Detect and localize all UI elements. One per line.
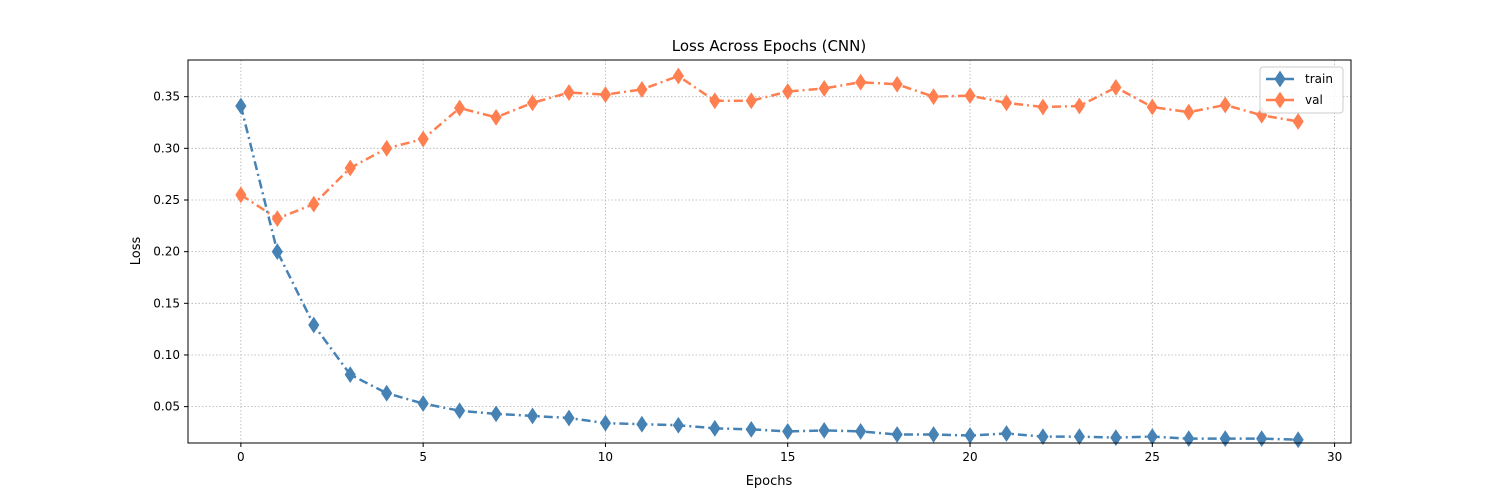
data-point-train bbox=[271, 243, 283, 261]
data-point-val bbox=[271, 210, 283, 227]
data-point-val bbox=[1183, 103, 1195, 121]
data-point-train bbox=[417, 395, 429, 412]
data-point-train bbox=[490, 405, 502, 423]
y-tick-label: 0.15 bbox=[153, 296, 180, 310]
data-point-val bbox=[1292, 113, 1304, 130]
x-tick-label: 15 bbox=[780, 450, 795, 464]
data-point-train bbox=[891, 426, 903, 443]
x-tick-label: 20 bbox=[962, 450, 977, 464]
data-point-val bbox=[1000, 94, 1013, 112]
data-point-train bbox=[927, 426, 940, 443]
x-tick-label: 10 bbox=[598, 450, 613, 464]
x-tick-label: 0 bbox=[237, 450, 245, 464]
y-axis-label: Loss bbox=[129, 237, 144, 266]
legend-item-val: val bbox=[1266, 91, 1323, 109]
series-train bbox=[235, 97, 1304, 449]
data-point-train bbox=[1037, 428, 1049, 445]
data-point-val bbox=[526, 94, 539, 112]
data-point-val bbox=[381, 139, 393, 157]
y-tick-label: 0.10 bbox=[153, 348, 180, 362]
legend-item-train: train bbox=[1266, 70, 1333, 88]
x-tick-label: 25 bbox=[1145, 450, 1160, 464]
data-point-train bbox=[599, 414, 612, 432]
data-point-train bbox=[1219, 430, 1231, 448]
y-tick-label: 0.25 bbox=[153, 193, 180, 207]
data-point-train bbox=[1000, 425, 1013, 442]
data-point-val bbox=[1037, 98, 1049, 116]
data-point-train bbox=[454, 402, 466, 420]
series-line-train bbox=[239, 105, 1299, 441]
data-point-val bbox=[855, 73, 867, 91]
legend-label: train bbox=[1305, 72, 1333, 86]
y-tick-label: 0.20 bbox=[153, 245, 180, 259]
x-axis-label: Epochs bbox=[746, 474, 793, 489]
y-tick-label: 0.05 bbox=[153, 400, 180, 414]
data-point-train bbox=[563, 409, 575, 427]
data-point-train bbox=[855, 423, 867, 440]
data-point-val bbox=[563, 84, 575, 101]
data-point-val bbox=[1146, 98, 1158, 116]
legend: train val bbox=[1259, 66, 1344, 114]
data-point-val bbox=[745, 92, 757, 110]
data-point-train bbox=[235, 97, 247, 115]
x-tick-label: 30 bbox=[1327, 450, 1342, 464]
data-point-val bbox=[782, 83, 794, 100]
data-point-train bbox=[344, 366, 356, 384]
axis-ticks: 0 5 10 15 20 25 30 0.05 0.10 0.15 0.20 0.25 0.30 0.35 bbox=[153, 90, 1342, 464]
data-point-val bbox=[417, 130, 429, 148]
legend-marker bbox=[1274, 91, 1286, 109]
data-point-val bbox=[927, 88, 940, 106]
data-point-val bbox=[672, 67, 684, 85]
data-point-train bbox=[782, 423, 794, 440]
data-point-val bbox=[891, 75, 903, 93]
data-point-train bbox=[709, 419, 721, 437]
data-point-val bbox=[344, 159, 356, 177]
data-point-val bbox=[490, 108, 502, 126]
data-point-val bbox=[636, 81, 648, 98]
chart-title: Loss Across Epochs (CNN) bbox=[672, 37, 866, 55]
legend-marker bbox=[1274, 70, 1286, 88]
data-point-val bbox=[1110, 78, 1122, 96]
series-val bbox=[235, 67, 1304, 227]
y-tick-label: 0.30 bbox=[153, 141, 180, 155]
data-point-train bbox=[636, 415, 648, 433]
data-point-train bbox=[672, 416, 684, 434]
data-point-train bbox=[381, 384, 393, 402]
x-tick-label: 5 bbox=[419, 450, 427, 464]
data-point-val bbox=[1219, 96, 1231, 114]
y-tick-label: 0.35 bbox=[153, 90, 180, 104]
data-point-val bbox=[308, 195, 320, 213]
data-point-train bbox=[1073, 428, 1085, 445]
data-point-train bbox=[1256, 430, 1268, 448]
data-point-val bbox=[818, 80, 830, 97]
series-layer bbox=[235, 67, 1304, 449]
data-point-val bbox=[235, 186, 247, 204]
data-point-train bbox=[818, 421, 830, 439]
data-point-train bbox=[1110, 429, 1122, 447]
data-point-train bbox=[745, 420, 757, 438]
data-point-val bbox=[454, 99, 466, 117]
data-point-train bbox=[308, 316, 320, 334]
data-point-train bbox=[1183, 430, 1195, 448]
data-point-val bbox=[964, 87, 976, 105]
data-point-val bbox=[1073, 97, 1085, 115]
data-point-val bbox=[709, 92, 721, 110]
data-point-train bbox=[526, 407, 539, 425]
legend-label: val bbox=[1305, 93, 1323, 107]
data-point-val bbox=[599, 86, 612, 104]
